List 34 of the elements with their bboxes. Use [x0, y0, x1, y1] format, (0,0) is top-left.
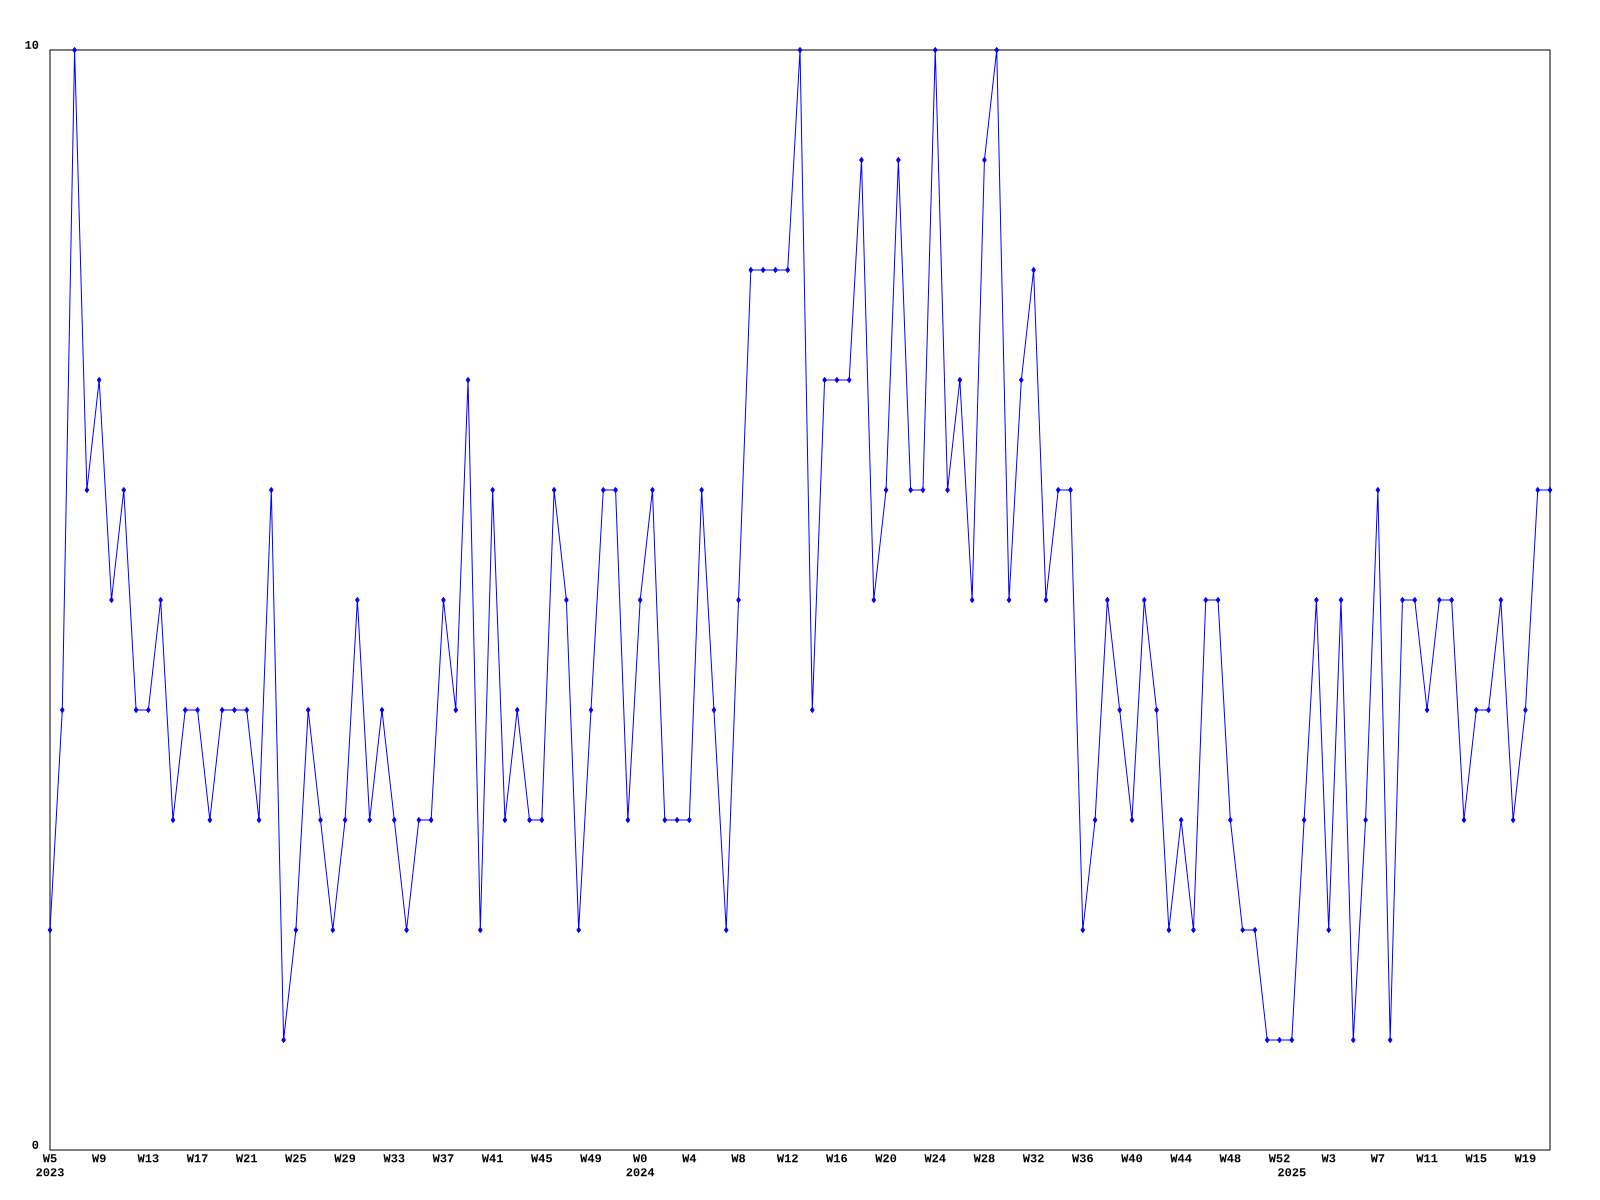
x-tick-label: W45 — [531, 1154, 552, 1163]
x-tick-label: W44 — [1170, 1154, 1192, 1163]
x-tick-label: W4 — [682, 1154, 697, 1163]
x-tick-label: W52 — [1268, 1154, 1290, 1163]
x-tick-label: W21 — [235, 1154, 258, 1163]
x-tick-label: W40 — [1121, 1154, 1143, 1163]
x-tick-label: W9 — [91, 1154, 106, 1163]
x-tick-label: W37 — [432, 1154, 454, 1163]
x-tick-label: W17 — [186, 1154, 208, 1163]
x-tick-label: W16 — [826, 1154, 848, 1163]
y-tick-label: 0 — [32, 1140, 39, 1149]
x-tick-label: W41 — [481, 1154, 503, 1163]
y-tick-label: 10 — [25, 40, 39, 49]
x-tick-label: W13 — [137, 1154, 159, 1163]
x-tick-label: W7 — [1370, 1154, 1385, 1163]
x-tick-label: W15 — [1465, 1154, 1487, 1163]
x-tick-label: W24 — [924, 1154, 946, 1163]
x-tick-label: W48 — [1219, 1154, 1241, 1163]
x-tick-label: W28 — [973, 1154, 995, 1163]
x-tick-label: W19 — [1514, 1154, 1536, 1163]
x-tick-label: W49 — [580, 1154, 602, 1163]
x-tick-label: W3 — [1321, 1154, 1336, 1163]
x-tick-label: W36 — [1072, 1154, 1093, 1163]
x-tick-label: W12 — [776, 1154, 798, 1163]
x-tick-label: 2025 — [1278, 1168, 1306, 1177]
x-tick-label: W33 — [383, 1154, 405, 1163]
x-tick-label: W0 2024 — [626, 1154, 655, 1177]
x-tick-label: W29 — [334, 1154, 356, 1163]
x-tick-label: W5 2023 — [36, 1154, 64, 1177]
x-tick-label: W20 — [875, 1154, 897, 1163]
x-tick-label: W32 — [1022, 1154, 1044, 1163]
x-tick-label: W11 — [1416, 1154, 1438, 1163]
x-tick-label: W25 — [285, 1154, 307, 1163]
x-tick-label: W8 — [731, 1154, 746, 1163]
